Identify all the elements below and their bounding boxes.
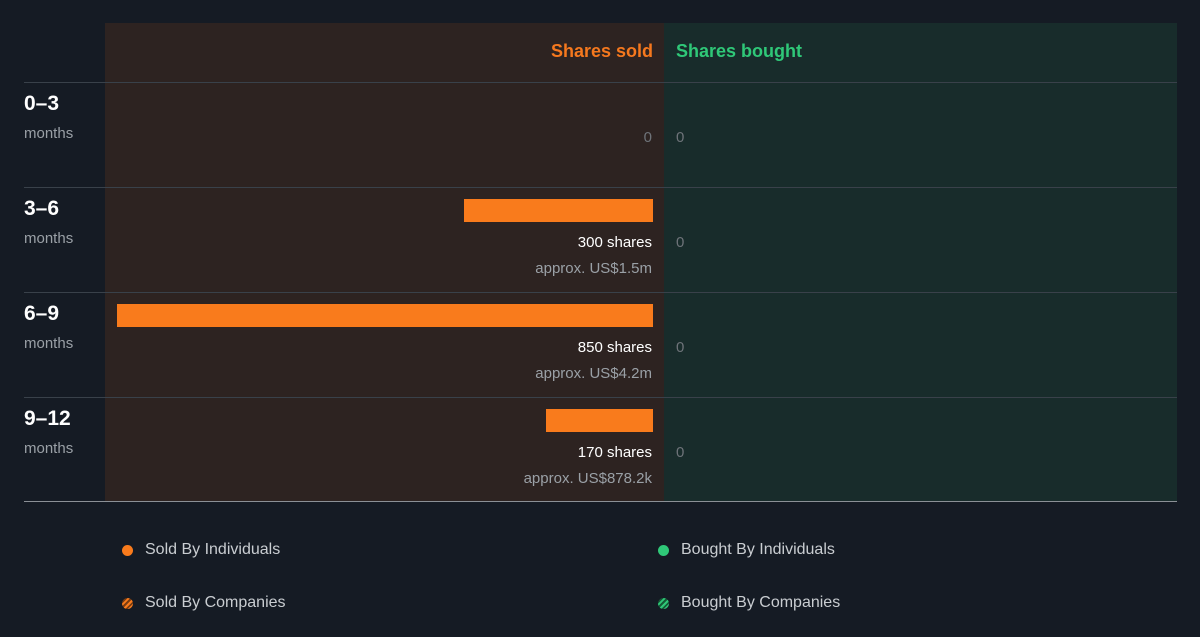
orange-dot-icon — [122, 544, 133, 556]
sold-bar — [117, 304, 653, 327]
legend-sold-companies[interactable]: Sold By Companies — [122, 594, 286, 612]
legend-label: Sold By Individuals — [145, 541, 281, 558]
row-divider — [24, 397, 1177, 398]
green-dot-icon — [658, 544, 669, 556]
row-divider — [24, 187, 1177, 188]
row-label-0-3: 0–3 months — [24, 92, 73, 142]
shares-sold-header: Shares sold — [550, 41, 653, 61]
period-label: 9–12 — [24, 407, 71, 430]
period-unit: months — [24, 335, 74, 352]
period-label: 0–3 — [24, 92, 60, 115]
period-unit: months — [24, 125, 74, 142]
sold-approx-value: approx. US$878.2k — [523, 470, 652, 487]
shares-bought-header: Shares bought — [676, 41, 803, 61]
bought-zero-value: 0 — [676, 444, 685, 461]
orange-striped-icon — [122, 597, 133, 609]
legend-label: Bought By Companies — [681, 594, 841, 611]
sold-bar — [546, 409, 653, 432]
period-label: 6–9 — [24, 302, 60, 325]
legend-bought-companies[interactable]: Bought By Companies — [658, 594, 840, 612]
sold-shares-label: 850 shares — [577, 339, 652, 356]
sold-approx-value: approx. US$4.2m — [535, 365, 652, 382]
period-unit: months — [24, 440, 74, 457]
bought-zero-value: 0 — [676, 339, 685, 356]
row-label-6-9: 6–9 months — [24, 302, 73, 352]
period-unit: months — [24, 230, 74, 247]
sold-zero-value: 0 — [643, 129, 652, 146]
sold-approx-value: approx. US$1.5m — [535, 260, 652, 277]
sold-shares-label: 300 shares — [577, 234, 652, 251]
chart-baseline — [24, 501, 1177, 502]
period-label: 3–6 — [24, 197, 60, 220]
row-divider — [24, 292, 1177, 293]
legend-label: Sold By Companies — [145, 594, 286, 611]
bought-zero-value: 0 — [676, 234, 685, 251]
row-divider — [24, 82, 1177, 83]
bought-zero-value: 0 — [676, 129, 685, 146]
green-striped-icon — [658, 597, 669, 609]
row-label-9-12: 9–12 months — [24, 407, 73, 457]
legend-sold-individuals[interactable]: Sold By Individuals — [122, 541, 280, 559]
sold-bar — [464, 199, 653, 222]
legend-bought-individuals[interactable]: Bought By Individuals — [658, 541, 835, 559]
bought-panel — [664, 23, 1177, 501]
legend-label: Bought By Individuals — [681, 541, 835, 558]
row-label-3-6: 3–6 months — [24, 197, 73, 247]
sold-shares-label: 170 shares — [577, 444, 652, 461]
